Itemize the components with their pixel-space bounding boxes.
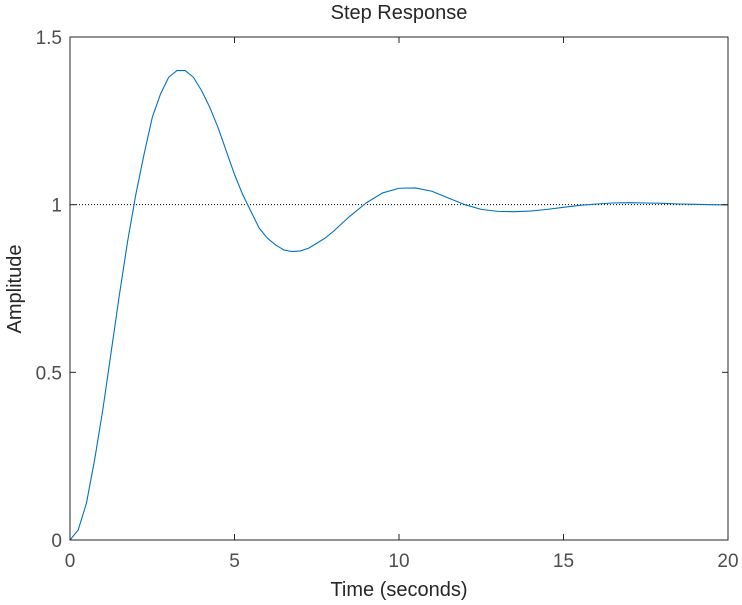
- tick-label-layer: 0 5 10 15 20 0 0.5 1 1.5: [36, 28, 739, 572]
- x-tick-label: 0: [65, 551, 76, 572]
- x-tick-label: 5: [229, 551, 240, 572]
- x-axis-label: Time (seconds): [330, 579, 467, 601]
- y-tick-label: 0.5: [36, 363, 62, 384]
- x-tick-label: 20: [717, 551, 738, 572]
- x-tick-label: 15: [553, 551, 574, 572]
- tick-layer: [69, 36, 729, 541]
- y-tick-label: 0: [51, 531, 62, 552]
- plot-area: [70, 37, 728, 540]
- series-line-0: [69, 69, 729, 541]
- y-tick-label: 1.5: [36, 28, 62, 49]
- x-tick-label: 10: [388, 551, 409, 572]
- chart-title: Step Response: [331, 2, 468, 24]
- y-axis-label: Amplitude: [4, 245, 26, 334]
- series-layer: [69, 69, 729, 541]
- y-tick-label: 1: [51, 196, 62, 217]
